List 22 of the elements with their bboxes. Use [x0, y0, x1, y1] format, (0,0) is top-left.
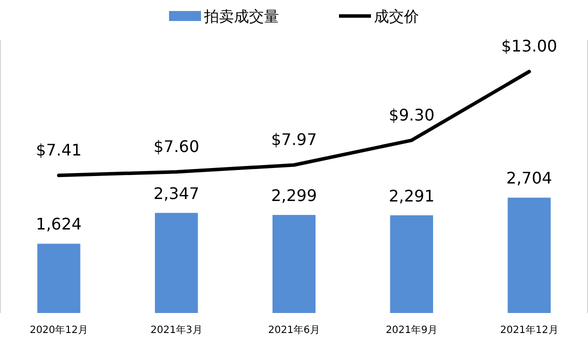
- x-tick-label: 2021年3月: [150, 324, 202, 336]
- bar: [508, 198, 551, 313]
- data-label: 2,299: [271, 186, 317, 205]
- bar: [154, 212, 198, 313]
- data-label: $7.60: [153, 136, 200, 156]
- x-tick-label: 2021年12月: [500, 324, 558, 336]
- x-tick-label: 2021年9月: [386, 324, 438, 336]
- data-label: 2,704: [506, 168, 552, 188]
- bar: [272, 214, 316, 313]
- data-label: 2,347: [153, 184, 200, 203]
- data-label: $7.41: [36, 140, 82, 160]
- x-tick-label: 2020年12月: [30, 324, 88, 336]
- legend-label: 拍卖成交量: [203, 8, 279, 26]
- data-label: $13.00: [501, 36, 558, 56]
- data-label: $9.30: [388, 105, 435, 124]
- legend-label: 成交价: [374, 8, 419, 26]
- data-label: $7.97: [271, 130, 317, 149]
- x-tick-label: 2021年6月: [268, 324, 320, 336]
- bar: [37, 244, 80, 313]
- bar: [390, 215, 434, 313]
- data-label: 1,624: [36, 214, 82, 234]
- data-label: 2,291: [388, 186, 435, 206]
